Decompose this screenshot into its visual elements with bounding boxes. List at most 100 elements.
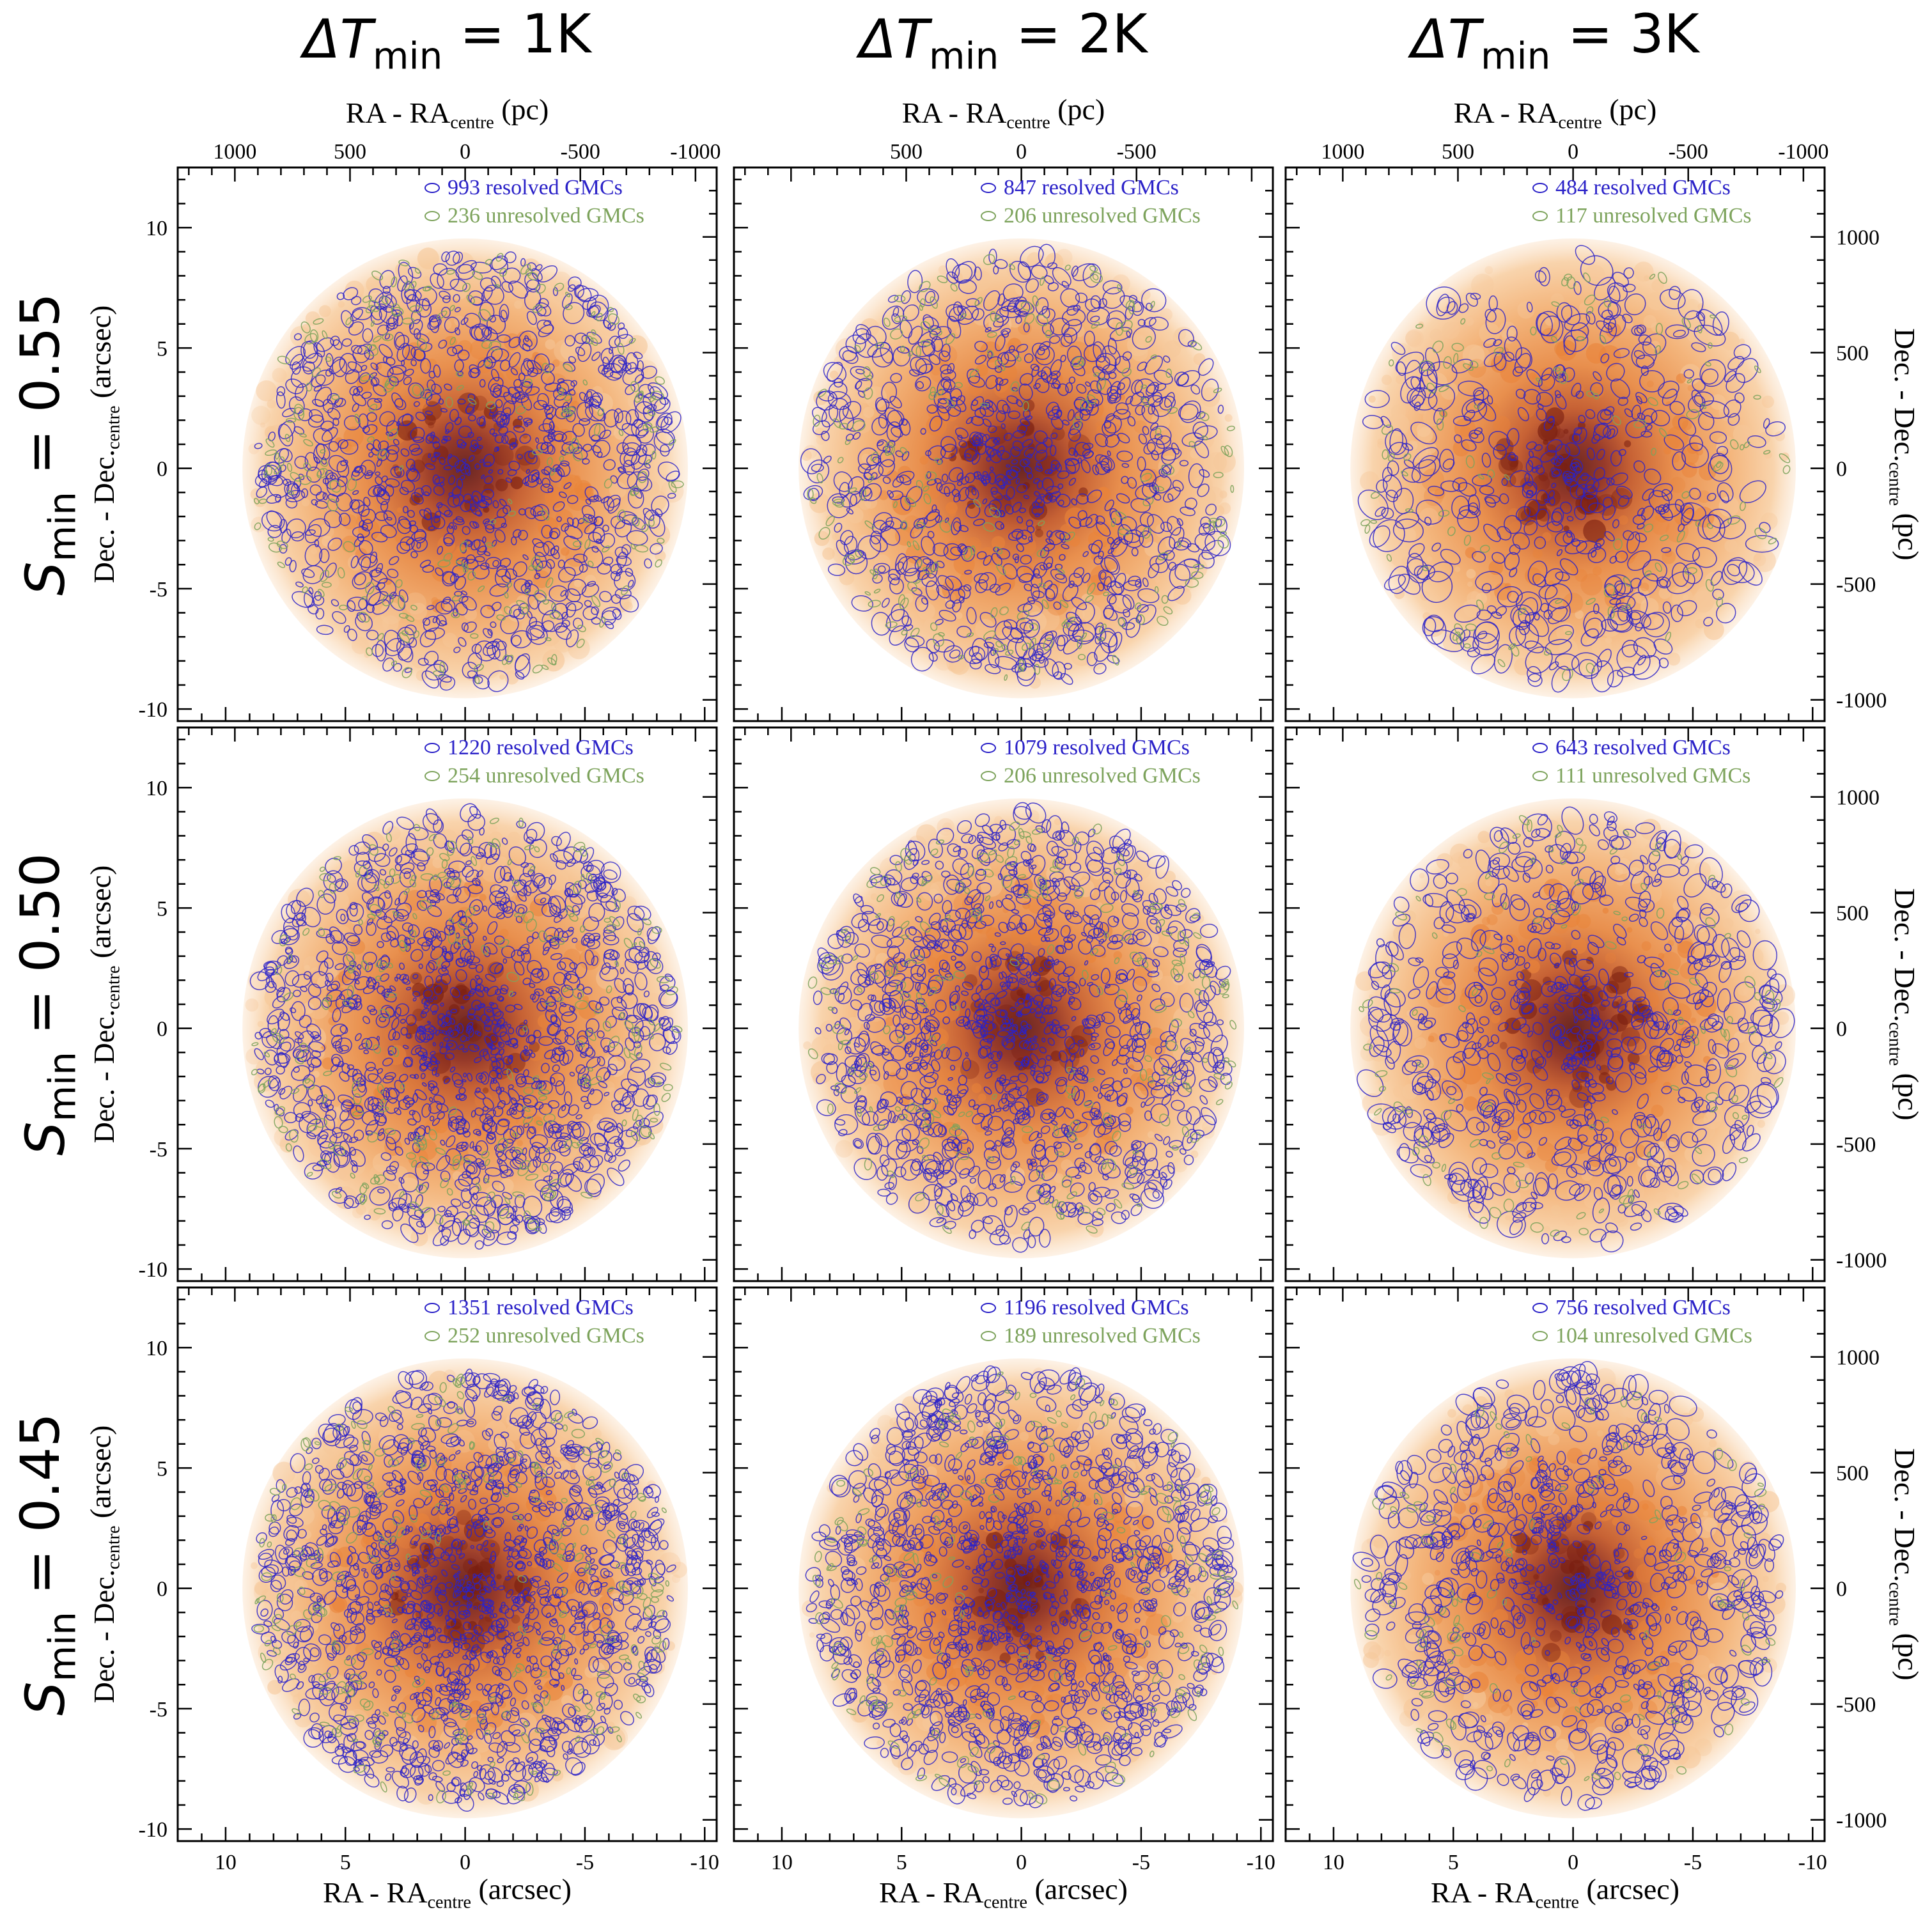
unresolved-gmc [1557,371,1568,384]
resolved-gmc [443,465,453,471]
resolved-gmc [1510,604,1534,628]
unresolved-gmc [1142,526,1151,539]
resolved-gmc [386,420,400,436]
resolved-gmc [416,333,430,343]
resolved-gmc [483,1119,498,1134]
unresolved-gmc [531,449,543,455]
resolved-gmc [350,556,359,568]
resolved-gmc [270,971,286,992]
resolved-gmc [1015,1001,1020,1007]
resolved-gmc [442,1030,448,1035]
resolved-gmc [336,908,349,924]
resolved-gmc [916,892,933,911]
resolved-gmc [440,481,445,486]
unresolved-gmc [1740,501,1746,511]
resolved-gmc [500,309,508,320]
unresolved-gmc [537,1084,543,1091]
resolved-gmc [1041,819,1052,833]
resolved-gmc [478,359,486,368]
resolved-gmc [940,364,952,375]
unresolved-gmc [586,872,593,883]
unresolved-gmc [937,388,944,396]
resolved-gmc [963,646,986,664]
resolved-gmc [448,1116,460,1132]
unresolved-gmc [462,563,468,571]
resolved-gmc [621,992,638,1009]
legend-unresolved-label: 117 unresolved GMCs [1555,204,1752,228]
resolved-gmc [951,955,956,961]
resolved-gmc [468,455,475,462]
resolved-gmc [1697,309,1723,336]
resolved-gmc [589,395,602,407]
resolved-gmc [627,471,649,492]
unresolved-gmc [995,641,1002,648]
resolved-gmc [928,940,939,949]
resolved-gmc [338,1094,355,1107]
resolved-gmc [658,1018,671,1031]
resolved-gmc [452,1218,462,1236]
unresolved-gmc [1612,415,1621,426]
resolved-gmc [892,926,903,937]
unresolved-gmc [328,1141,336,1149]
unresolved-gmc [651,451,657,460]
resolved-gmc [635,1052,643,1059]
resolved-gmc [1132,976,1148,992]
resolved-gmc [1086,651,1098,666]
resolved-gmc [1034,1011,1043,1018]
resolved-gmc [1133,1038,1146,1048]
resolved-gmc [455,307,461,313]
resolved-gmc [1178,403,1199,421]
resolved-gmc [1194,440,1210,458]
resolved-gmc [549,585,569,602]
unresolved-gmc [904,497,917,507]
unresolved-gmc [381,296,389,305]
resolved-gmc [349,385,359,396]
resolved-gmc [816,1099,836,1116]
unresolved-gmc [634,545,649,553]
resolved-gmc [374,292,393,310]
unresolved-gmc [993,648,999,655]
resolved-gmc [1527,456,1543,469]
resolved-gmc [1706,492,1717,502]
resolved-gmc [960,862,974,880]
resolved-gmc [533,541,550,557]
resolved-gmc [417,937,433,947]
unresolved-gmc [565,905,575,917]
resolved-gmc [355,852,370,866]
resolved-gmc [457,1044,465,1050]
resolved-gmc [1149,998,1165,1011]
resolved-gmc [1078,939,1093,955]
unresolved-gmc [656,976,670,984]
resolved-gmc [1032,651,1043,662]
resolved-gmc [492,413,506,423]
resolved-gmc [499,499,507,507]
resolved-gmc [496,507,508,518]
resolved-gmc [1153,493,1162,501]
resolved-gmc [855,368,865,375]
resolved-gmc [1010,446,1021,457]
resolved-gmc [1031,366,1040,377]
resolved-gmc [1674,499,1685,513]
resolved-gmc [406,986,412,991]
resolved-gmc [1156,435,1172,449]
unresolved-gmc [448,930,457,945]
resolved-gmc [389,595,406,611]
resolved-gmc [1150,1085,1172,1099]
resolved-gmc [476,1031,481,1037]
resolved-gmc [288,396,305,414]
resolved-gmc [1118,524,1133,545]
resolved-gmc [368,485,382,497]
resolved-gmc [527,367,539,377]
resolved-gmc [312,399,324,407]
resolved-gmc [607,1055,626,1071]
resolved-gmc [1103,576,1112,591]
resolved-gmc [1024,447,1036,457]
resolved-gmc [1708,508,1732,529]
resolved-gmc [578,880,587,889]
resolved-gmc [1499,493,1509,504]
resolved-gmc [959,596,965,603]
unresolved-gmc [543,1113,556,1123]
resolved-gmc [1089,1193,1098,1202]
unresolved-gmc [467,398,477,405]
resolved-gmc [1082,263,1102,288]
